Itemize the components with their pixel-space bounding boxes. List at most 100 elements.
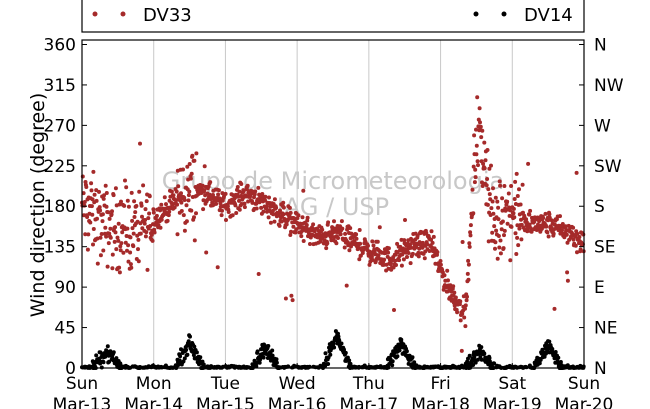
dv33-point — [435, 250, 440, 255]
dv33-point — [466, 277, 471, 282]
dv14-point — [347, 358, 352, 363]
dv33-point — [332, 219, 336, 224]
dv33-point — [192, 215, 196, 220]
dv33-point — [117, 265, 122, 270]
dv33-point — [487, 192, 492, 197]
dv33-point — [446, 278, 450, 283]
dv33-point — [482, 140, 487, 145]
dv33-point — [159, 202, 164, 207]
y-tick-label: 0 — [65, 359, 76, 379]
dv33-point — [192, 158, 197, 163]
dv33-point — [123, 178, 127, 183]
dv33-point — [126, 243, 131, 248]
dv33-point — [172, 205, 177, 210]
dv33-point — [481, 161, 486, 166]
legend-box — [81, 0, 585, 33]
dv33-point — [505, 221, 510, 226]
dv33-point — [110, 252, 115, 257]
dv33-point — [278, 208, 282, 213]
plot-frame — [81, 39, 585, 369]
compass-tick-label: SE — [594, 238, 616, 258]
dv33-point — [95, 236, 100, 241]
dv33-point — [91, 242, 95, 247]
x-tick-label-date: Mar-20 — [555, 395, 614, 409]
dv33-point — [497, 245, 502, 250]
dv33-point — [208, 180, 213, 185]
dv33-point — [479, 135, 484, 140]
dv33-point — [318, 239, 323, 244]
dv33-point — [502, 228, 507, 233]
dv14-point — [343, 350, 348, 355]
dv33-point — [487, 166, 492, 171]
dv14-point — [185, 352, 190, 357]
dv33-point — [478, 124, 483, 129]
dv14-point — [111, 350, 116, 355]
dv33-point — [122, 203, 127, 208]
dv33-point — [424, 231, 429, 236]
dv33-point — [467, 244, 472, 249]
dv33-point — [234, 211, 239, 215]
dv33-point — [577, 235, 582, 239]
dv33-point — [268, 220, 273, 225]
dv33-point — [132, 199, 137, 204]
y-tick-label: 315 — [44, 76, 76, 96]
dv33-point — [347, 248, 352, 253]
dv33-point — [281, 205, 286, 210]
dv33-point — [116, 238, 121, 243]
dv33-point — [473, 167, 478, 172]
dv33-point — [565, 278, 570, 283]
dv33-point — [514, 252, 519, 256]
dv33-point — [88, 220, 93, 225]
dv33-point — [354, 236, 359, 241]
dv33-point — [451, 284, 456, 289]
dv14-point — [410, 355, 415, 360]
dv33-point — [293, 230, 298, 235]
dv33-point — [283, 296, 288, 301]
dv33-point — [370, 239, 375, 244]
dv14-point — [257, 360, 262, 365]
dv33-point — [466, 262, 471, 267]
dv14-point — [105, 344, 110, 349]
dv33-point — [485, 202, 490, 207]
dv33-point — [370, 258, 375, 262]
dv33-point — [489, 163, 493, 168]
dv14-point — [192, 344, 197, 349]
dv33-point — [382, 257, 387, 262]
dv33-point — [492, 224, 497, 229]
dv33-point — [515, 194, 520, 198]
dv33-point — [452, 290, 457, 295]
dv33-point — [100, 219, 105, 224]
dv33-point — [290, 298, 295, 303]
dv33-point — [233, 203, 238, 208]
dv33-point — [83, 232, 88, 237]
dv33-point — [113, 186, 118, 191]
dv14-point — [412, 360, 417, 365]
dv33-point — [505, 199, 510, 204]
dv33-point — [91, 227, 96, 231]
dv33-point — [162, 195, 167, 200]
dv33-point — [149, 232, 154, 237]
dv33-point — [124, 185, 129, 190]
dv33-point — [438, 259, 443, 263]
dv14-point — [558, 360, 563, 364]
dv33-point — [141, 183, 146, 188]
dv33-point — [574, 170, 579, 175]
dv33-point — [226, 210, 231, 214]
dv33-point — [366, 243, 370, 248]
dv33-point — [239, 182, 244, 186]
dv33-point — [90, 212, 95, 217]
dv33-point — [224, 218, 228, 222]
dv33-point — [84, 185, 89, 189]
dv33-point — [544, 224, 549, 229]
dv14-point — [556, 355, 561, 360]
dv33-point — [186, 198, 191, 203]
dv33-point — [416, 254, 421, 259]
dv33-point — [474, 127, 478, 132]
dv33-point — [111, 193, 116, 198]
dv33-point — [348, 226, 353, 231]
dv33-point — [460, 240, 465, 244]
dv33-point — [277, 223, 282, 228]
dv33-point — [502, 233, 506, 238]
dv33-point — [174, 189, 179, 194]
dv33-point — [301, 239, 306, 243]
